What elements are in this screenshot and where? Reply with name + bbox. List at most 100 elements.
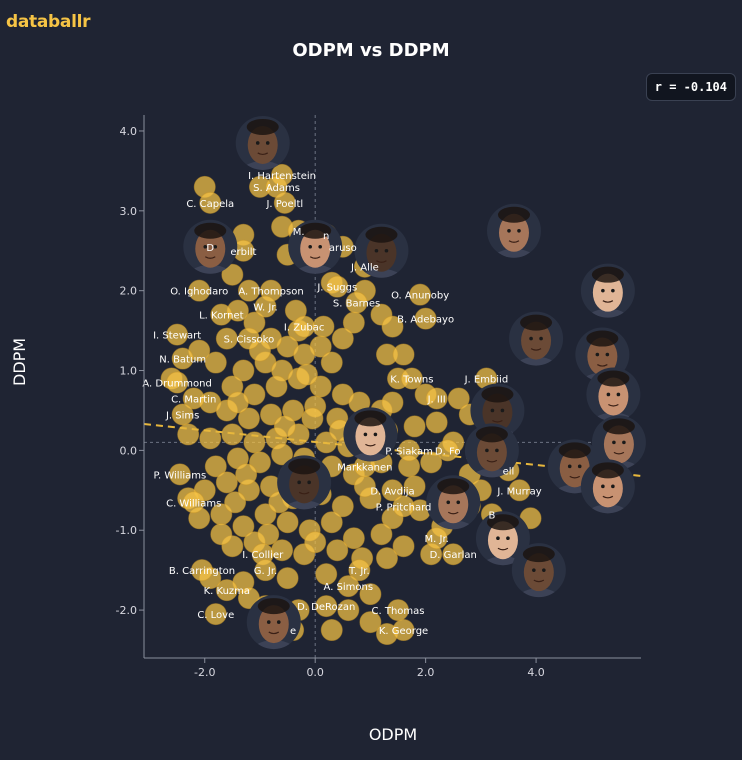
player-photo[interactable] xyxy=(580,459,635,540)
data-point[interactable] xyxy=(337,599,360,622)
data-point[interactable] xyxy=(273,191,296,214)
data-point[interactable] xyxy=(381,315,404,338)
data-point[interactable] xyxy=(204,351,227,374)
data-point[interactable] xyxy=(254,295,277,318)
data-point[interactable] xyxy=(320,619,343,642)
data-point[interactable] xyxy=(331,495,354,518)
player-photo[interactable] xyxy=(586,367,641,448)
player-photo[interactable] xyxy=(475,511,530,592)
player-photo[interactable] xyxy=(235,115,290,197)
data-point[interactable] xyxy=(199,427,222,450)
data-point[interactable] xyxy=(190,559,213,582)
player-photo[interactable] xyxy=(580,263,635,345)
data-point[interactable] xyxy=(414,307,437,330)
player-photo[interactable] xyxy=(354,223,409,305)
player-photo[interactable] xyxy=(509,311,564,393)
data-point[interactable] xyxy=(392,535,415,558)
data-point[interactable] xyxy=(315,563,338,586)
data-point[interactable] xyxy=(182,491,205,514)
data-point[interactable] xyxy=(331,327,354,350)
data-point[interactable] xyxy=(304,531,327,554)
data-point[interactable] xyxy=(276,567,299,590)
data-point[interactable] xyxy=(237,407,260,430)
player-photo[interactable] xyxy=(277,455,332,536)
data-point[interactable] xyxy=(320,351,343,374)
data-point[interactable] xyxy=(295,363,318,386)
data-point[interactable] xyxy=(370,523,393,546)
player-photo[interactable] xyxy=(511,543,566,624)
data-point[interactable] xyxy=(447,387,470,410)
data-point[interactable] xyxy=(168,463,191,486)
data-point[interactable] xyxy=(232,359,255,382)
data-point[interactable] xyxy=(326,275,349,298)
player-photo[interactable] xyxy=(246,595,301,676)
data-point[interactable] xyxy=(215,327,238,350)
data-point[interactable] xyxy=(315,595,338,618)
data-point[interactable] xyxy=(204,455,227,478)
data-point[interactable] xyxy=(215,471,238,494)
data-point[interactable] xyxy=(273,415,296,438)
data-point[interactable] xyxy=(171,403,194,426)
player-photo[interactable] xyxy=(591,415,646,496)
player-label: G. Jr. xyxy=(254,566,277,577)
data-point[interactable] xyxy=(381,479,404,502)
data-point[interactable] xyxy=(403,475,426,498)
data-point[interactable] xyxy=(442,543,465,566)
data-point[interactable] xyxy=(359,611,382,634)
data-point[interactable] xyxy=(210,303,233,326)
player-photo[interactable] xyxy=(470,383,525,464)
data-point[interactable] xyxy=(403,415,426,438)
player-photo[interactable] xyxy=(486,203,541,285)
data-point[interactable] xyxy=(425,387,448,410)
data-point[interactable] xyxy=(348,559,371,582)
data-point[interactable] xyxy=(381,391,404,414)
data-point[interactable] xyxy=(188,279,211,302)
data-point[interactable] xyxy=(166,371,189,394)
data-point[interactable] xyxy=(182,387,205,410)
data-point[interactable] xyxy=(271,443,294,466)
data-point[interactable] xyxy=(166,323,189,346)
data-point[interactable] xyxy=(237,279,260,302)
data-point[interactable] xyxy=(221,263,244,286)
data-point[interactable] xyxy=(508,479,531,502)
data-point[interactable] xyxy=(320,511,343,534)
data-point[interactable] xyxy=(171,347,194,370)
data-point[interactable] xyxy=(342,527,365,550)
data-point[interactable] xyxy=(392,619,415,642)
data-point[interactable] xyxy=(425,527,448,550)
data-point[interactable] xyxy=(425,411,448,434)
data-point[interactable] xyxy=(392,343,415,366)
data-point[interactable] xyxy=(265,375,288,398)
data-point[interactable] xyxy=(301,407,324,430)
player-label: J. Embiid xyxy=(464,375,509,386)
data-point[interactable] xyxy=(392,495,415,518)
player-photo[interactable] xyxy=(183,219,238,301)
data-point[interactable] xyxy=(226,391,249,414)
data-point[interactable] xyxy=(345,291,368,314)
data-point[interactable] xyxy=(276,511,299,534)
data-point[interactable] xyxy=(409,283,432,306)
data-point[interactable] xyxy=(359,583,382,606)
data-point[interactable] xyxy=(232,515,255,538)
data-point[interactable] xyxy=(420,451,443,474)
data-point[interactable] xyxy=(375,547,398,570)
player-photo[interactable] xyxy=(343,407,398,488)
data-point[interactable] xyxy=(210,523,233,546)
data-point[interactable] xyxy=(224,491,247,514)
data-point[interactable] xyxy=(235,463,258,486)
player-photo[interactable] xyxy=(426,475,481,556)
player-photo[interactable] xyxy=(464,423,519,504)
data-point[interactable] xyxy=(337,575,360,598)
data-point[interactable] xyxy=(215,579,238,602)
data-point[interactable] xyxy=(293,343,316,366)
data-point[interactable] xyxy=(237,327,260,350)
data-point[interactable] xyxy=(293,315,316,338)
data-point[interactable] xyxy=(326,539,349,562)
data-point[interactable] xyxy=(254,559,277,582)
data-point[interactable] xyxy=(400,367,423,390)
data-point[interactable] xyxy=(257,523,280,546)
player-label: A. Thompson xyxy=(238,287,303,298)
player-photo[interactable] xyxy=(288,219,343,301)
data-point[interactable] xyxy=(204,603,227,626)
data-point[interactable] xyxy=(199,191,222,214)
